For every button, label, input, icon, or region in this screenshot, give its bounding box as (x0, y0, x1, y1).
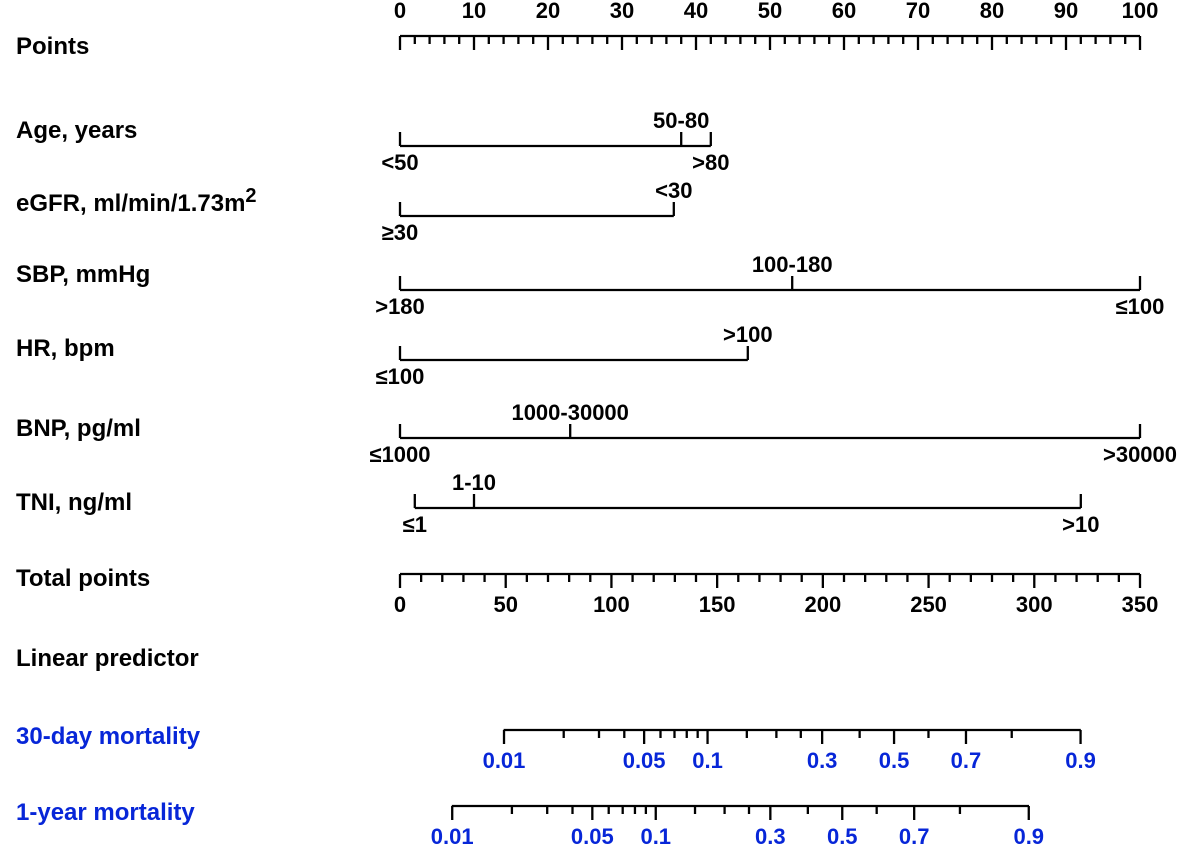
prob-mort1y: 0.7 (899, 824, 930, 850)
prob-mort1y: 0.9 (1013, 824, 1044, 850)
prob-mort1y: 0.05 (571, 824, 614, 850)
prob-mort1y: 0.01 (431, 824, 474, 850)
axis (0, 0, 1200, 844)
prob-mort1y: 0.3 (755, 824, 786, 850)
prob-mort1y: 0.1 (640, 824, 671, 850)
nomogram-figure: Points0102030405060708090100Age, years<5… (0, 0, 1200, 844)
prob-mort1y: 0.5 (827, 824, 858, 850)
